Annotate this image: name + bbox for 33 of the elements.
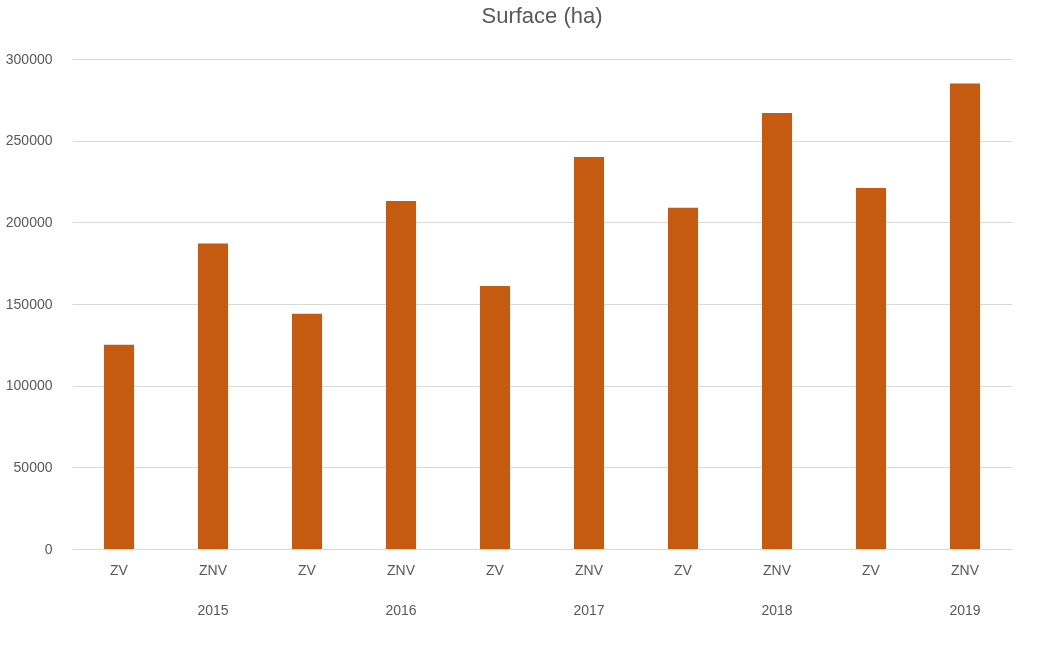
bar	[855, 188, 887, 549]
x-tick-label: ZV	[862, 561, 881, 578]
bar	[103, 344, 135, 549]
text: 2016	[385, 602, 417, 618]
x-tick-label: ZV	[110, 561, 129, 578]
chart-title: Surface (ha)	[481, 3, 603, 28]
y-tick-label: 50000	[13, 458, 53, 475]
text: 2015	[197, 602, 229, 618]
bar	[479, 286, 511, 549]
y-tick-label: 300000	[5, 50, 53, 67]
bar	[949, 83, 981, 549]
x-tick-label: ZV	[674, 561, 693, 578]
x-tick-label: ZNV	[951, 561, 980, 578]
bar	[385, 201, 417, 549]
bar	[761, 112, 793, 549]
x-tick-label: ZV	[298, 561, 317, 578]
y-tick-label: 150000	[5, 295, 53, 312]
x-tick-label: ZV	[486, 561, 505, 578]
x-tick-label: ZNV	[575, 561, 604, 578]
text: 2019	[949, 602, 981, 618]
y-tick-label: 100000	[5, 377, 53, 394]
bar	[667, 207, 699, 549]
x-tick-label: ZNV	[763, 561, 792, 578]
y-tick-label: 0	[44, 540, 53, 557]
y-tick-label: 250000	[5, 132, 53, 149]
x-tick-label: ZNV	[199, 561, 228, 578]
text: 2017	[573, 602, 605, 618]
bar	[573, 157, 605, 549]
text: 2018	[761, 602, 793, 618]
y-tick-label: 200000	[5, 213, 53, 230]
bar	[291, 313, 323, 549]
x-tick-label: ZNV	[387, 561, 416, 578]
bar	[197, 243, 229, 549]
